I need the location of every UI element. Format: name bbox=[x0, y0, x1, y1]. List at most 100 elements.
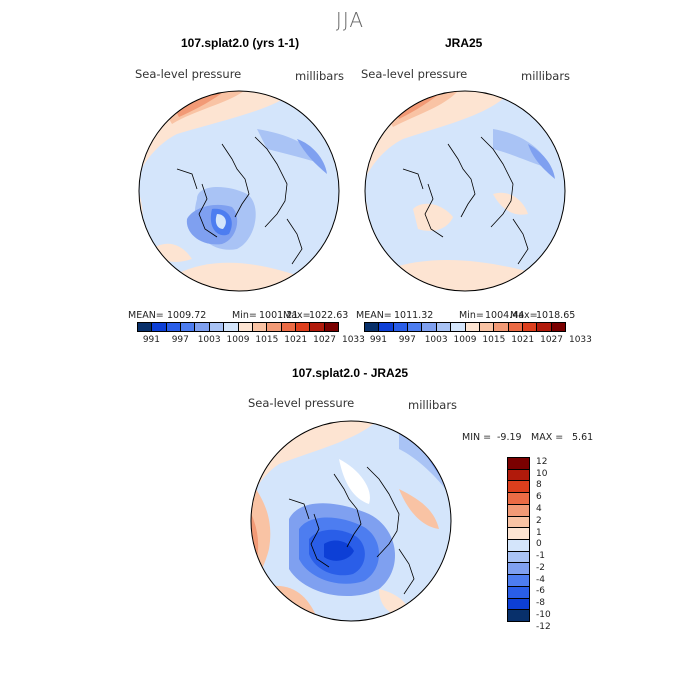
colorbar-swatch bbox=[494, 323, 509, 331]
colorbar-swatch bbox=[252, 323, 268, 331]
colorbar-swatch bbox=[522, 323, 538, 331]
colorbar-tick-label: 991 bbox=[369, 335, 388, 345]
colorbar-tick-label: 6 bbox=[536, 492, 542, 503]
panel1-title: 107.splat2.0 (yrs 1-1) bbox=[181, 36, 300, 50]
colorbar-tick-label: 1015 bbox=[482, 335, 506, 345]
colorbar-swatch bbox=[508, 469, 529, 482]
colorbar-tick-label: 997 bbox=[171, 335, 189, 345]
colorbar-swatch bbox=[310, 323, 325, 331]
colorbar-tick-label: 1021 bbox=[284, 335, 308, 345]
colorbar-tick-label: -8 bbox=[536, 598, 545, 609]
colorbar-swatch bbox=[508, 458, 529, 470]
colorbar-tick-label: -12 bbox=[536, 621, 551, 632]
colorbar-tick-label: 1027 bbox=[313, 335, 337, 345]
colorbar-swatch bbox=[281, 323, 296, 331]
colorbar-swatch bbox=[195, 323, 210, 331]
panel1-variable: Sea-level pressure bbox=[135, 67, 242, 81]
panel3-title: 107.splat2.0 - JRA25 bbox=[292, 366, 409, 380]
panel2-mean-label: MEAN= bbox=[356, 310, 392, 321]
panel1-min-label: Min= bbox=[232, 310, 257, 321]
panel1-max-value: 1022.63 bbox=[309, 310, 349, 321]
colorbar-swatch bbox=[479, 323, 495, 331]
colorbar-swatch bbox=[551, 323, 566, 331]
panel3-vertical-colorbar bbox=[507, 457, 530, 622]
colorbar-tick-label: 1033 bbox=[341, 335, 365, 345]
colorbar-swatch bbox=[508, 323, 523, 331]
colorbar-swatch bbox=[238, 323, 253, 331]
colorbar-tick-label: -10 bbox=[536, 610, 551, 620]
panel2-units: millibars bbox=[521, 69, 571, 83]
colorbar-tick-label: 10 bbox=[536, 468, 548, 479]
panel1-colorbar bbox=[137, 322, 339, 332]
colorbar-swatch bbox=[508, 481, 529, 494]
colorbar-swatch bbox=[295, 323, 311, 331]
colorbar-tick-label: 1009 bbox=[226, 335, 250, 345]
colorbar-swatch bbox=[138, 323, 153, 331]
colorbar-tick-label: 12 bbox=[536, 456, 548, 467]
colorbar-tick-label: 1027 bbox=[540, 335, 564, 345]
panel3-max-label: MAX = bbox=[531, 432, 564, 443]
panel3-units: millibars bbox=[408, 398, 458, 412]
colorbar-swatch bbox=[508, 504, 529, 517]
colorbar-tick-label: -2 bbox=[536, 562, 545, 573]
panel1-polar-map bbox=[138, 90, 340, 292]
panel3-colorbar-labels: 12 10 8 6 4 2 1 0 -1 -2 -4 -6 -8 -10 -12 bbox=[536, 456, 576, 632]
colorbar-swatch bbox=[508, 575, 529, 587]
colorbar-swatch bbox=[465, 323, 480, 331]
panel2-mean-value: 1011.32 bbox=[394, 310, 434, 321]
panel3-polar-map bbox=[250, 420, 452, 622]
colorbar-swatch bbox=[166, 323, 182, 331]
colorbar-swatch bbox=[508, 563, 529, 576]
panel2-title: JRA25 bbox=[445, 36, 483, 50]
panel2-max-label: Max= bbox=[510, 310, 538, 321]
colorbar-swatch bbox=[224, 323, 239, 331]
colorbar-swatch bbox=[422, 323, 437, 331]
colorbar-swatch bbox=[508, 586, 529, 599]
season-title: JJA bbox=[335, 8, 365, 32]
colorbar-swatch bbox=[365, 323, 380, 331]
colorbar-swatch bbox=[267, 323, 282, 331]
colorbar-tick-label: 8 bbox=[536, 480, 542, 491]
colorbar-swatch bbox=[379, 323, 394, 331]
colorbar-tick-label: 991 bbox=[142, 335, 161, 345]
colorbar-swatch bbox=[508, 598, 529, 611]
colorbar-tick-label: 1009 bbox=[453, 335, 477, 345]
colorbar-tick-label: 1033 bbox=[568, 335, 592, 345]
panel1-units: millibars bbox=[295, 69, 345, 83]
colorbar-tick-label: 1015 bbox=[255, 335, 279, 345]
colorbar-swatch bbox=[324, 323, 339, 331]
panel1-max-label: Max= bbox=[283, 310, 311, 321]
colorbar-tick-label: 0 bbox=[536, 539, 542, 550]
panel2-max-value: 1018.65 bbox=[536, 310, 576, 321]
panel2-variable: Sea-level pressure bbox=[361, 67, 468, 81]
colorbar-swatch bbox=[508, 516, 529, 529]
colorbar-tick-label: -6 bbox=[536, 586, 545, 597]
colorbar-swatch bbox=[181, 323, 196, 331]
panel3-min-value: -9.19 bbox=[497, 432, 522, 443]
colorbar-swatch bbox=[508, 493, 529, 505]
panel1-min-value: 1001.21 bbox=[259, 310, 299, 321]
colorbar-tick-label: 1 bbox=[536, 527, 542, 538]
colorbar-swatch bbox=[393, 323, 409, 331]
colorbar-swatch bbox=[408, 323, 423, 331]
colorbar-tick-label: 2 bbox=[536, 515, 542, 526]
colorbar-tick-label: 997 bbox=[398, 335, 416, 345]
panel3-min-label: MIN = bbox=[462, 432, 492, 443]
panel1-mean-value: 1009.72 bbox=[167, 310, 207, 321]
panel2-polar-map bbox=[364, 90, 566, 292]
colorbar-swatch bbox=[209, 323, 225, 331]
colorbar-swatch bbox=[508, 551, 529, 564]
colorbar-tick-label: 1021 bbox=[511, 335, 535, 345]
colorbar-swatch bbox=[152, 323, 167, 331]
panel3-variable: Sea-level pressure bbox=[248, 396, 355, 410]
panel1-mean-label: MEAN= bbox=[128, 310, 164, 321]
colorbar-tick-label: 4 bbox=[536, 503, 542, 514]
colorbar-swatch bbox=[508, 540, 529, 552]
panel2-min-value: 1004.44 bbox=[485, 310, 525, 321]
colorbar-swatch bbox=[451, 323, 466, 331]
colorbar-tick-label: 1003 bbox=[197, 335, 221, 345]
colorbar-swatch bbox=[508, 610, 529, 622]
colorbar-swatch bbox=[436, 323, 452, 331]
panel3-max-value: 5.61 bbox=[572, 432, 594, 443]
panel2-colorbar bbox=[364, 322, 566, 332]
